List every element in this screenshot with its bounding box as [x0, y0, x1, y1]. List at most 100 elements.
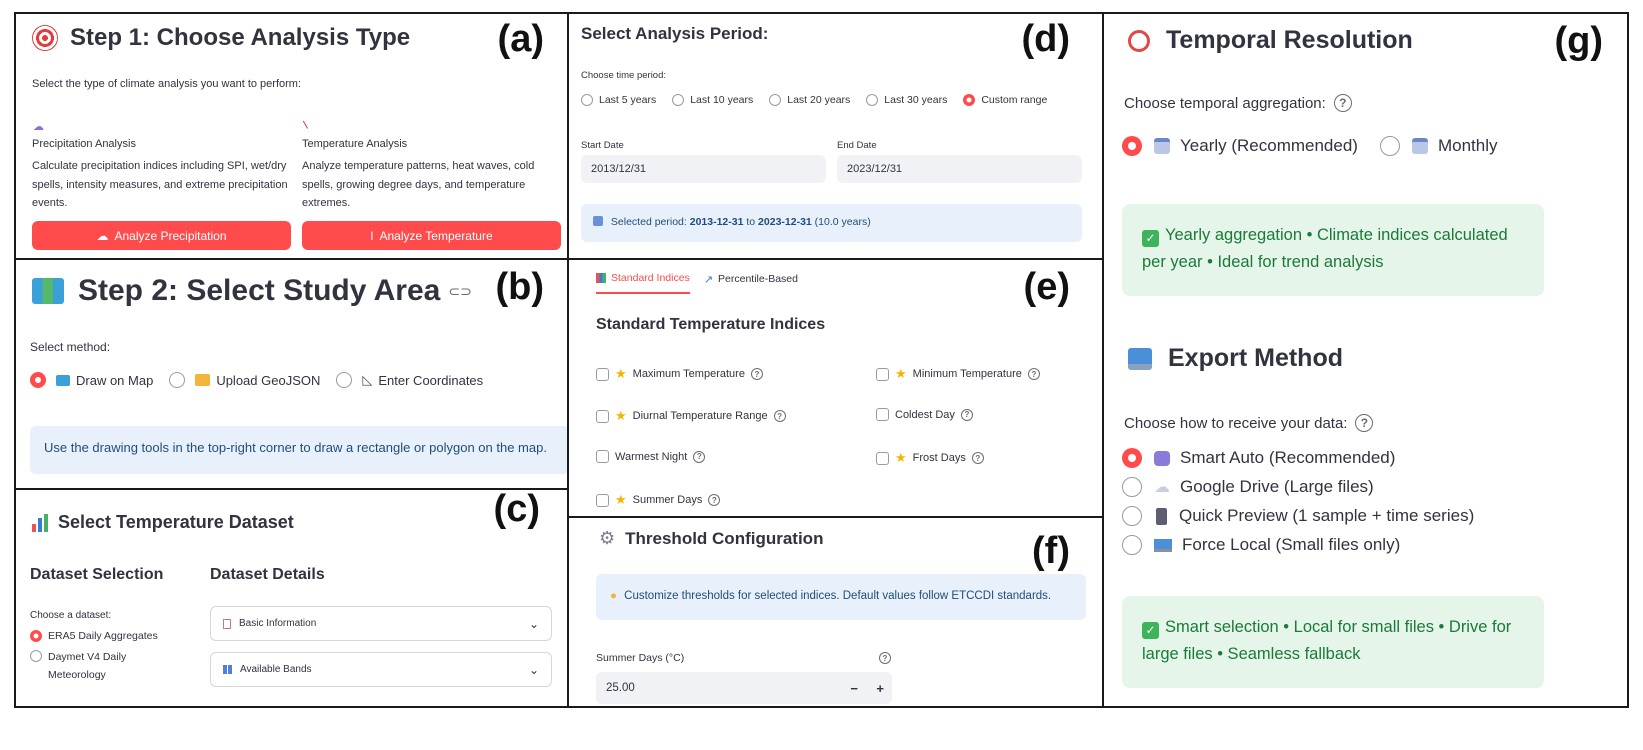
- temp-title: Temperature Analysis: [302, 138, 408, 150]
- temporal-choose-label: Choose temporal aggregation:: [1124, 94, 1326, 112]
- available-bands-expander[interactable]: Available Bands ⌄: [210, 652, 552, 687]
- radio-quick-preview[interactable]: [1122, 506, 1142, 526]
- radio-enter-coordinates[interactable]: [336, 372, 353, 388]
- export-option-google-drive[interactable]: ☁ Google Drive (Large files): [1122, 477, 1374, 497]
- export-option-force-local[interactable]: Force Local (Small files only): [1122, 535, 1400, 555]
- summer-days-input[interactable]: 25.00 − +: [596, 672, 892, 704]
- radio-last-20[interactable]: [769, 94, 782, 106]
- temporal-success-box: ✓ Yearly aggregation • Climate indices ca…: [1122, 204, 1544, 296]
- dataset-option-daymet[interactable]: Daymet V4 Daily Meteorology: [30, 648, 148, 684]
- start-date-input[interactable]: 2013/12/31: [581, 155, 826, 183]
- panel-indices: Standard Indices ↗ Percentile-Based (e) …: [567, 258, 1104, 518]
- dataset-option-era5[interactable]: ERA5 Daily Aggregates: [30, 630, 158, 642]
- radio-force-local[interactable]: [1122, 535, 1142, 555]
- chart-icon: [596, 273, 606, 283]
- panel-step1: Step 1: Choose Analysis Type (a) Select …: [14, 12, 570, 260]
- method-label: Select method:: [30, 340, 111, 354]
- basic-information-expander[interactable]: Basic Information ⌄: [210, 606, 552, 641]
- radio-smart-auto[interactable]: [1122, 448, 1142, 468]
- chevron-down-icon: ⌄: [528, 616, 539, 631]
- cloud-icon: ☁: [1154, 479, 1170, 496]
- radio-yearly[interactable]: [1122, 136, 1142, 156]
- option-force-local: Force Local (Small files only): [1182, 535, 1401, 554]
- help-icon[interactable]: ?: [750, 368, 763, 380]
- grid-icon: [223, 665, 232, 674]
- precip-desc: Calculate precipitation indices includin…: [32, 160, 288, 209]
- index-maximum-temperature[interactable]: ★ Maximum Temperature ?: [596, 366, 763, 382]
- analyze-temperature-button[interactable]: ǀ Analyze Temperature: [302, 221, 561, 250]
- option-google-drive: Google Drive (Large files): [1180, 477, 1374, 496]
- radio-google-drive[interactable]: [1122, 477, 1142, 497]
- help-icon[interactable]: ?: [879, 652, 891, 664]
- radio-daymet[interactable]: [30, 650, 42, 662]
- help-icon[interactable]: ?: [971, 452, 984, 464]
- temporal-info-text: Yearly aggregation • Climate indices cal…: [1142, 226, 1508, 271]
- help-icon[interactable]: ?: [773, 410, 786, 422]
- phone-icon: [1156, 507, 1167, 525]
- summer-days-field-label: Summer Days (°C): [596, 652, 685, 664]
- help-icon[interactable]: ?: [708, 494, 721, 506]
- star-icon: ★: [615, 492, 627, 507]
- temporal-choose-row: Choose temporal aggregation: ?: [1124, 94, 1352, 112]
- index-warmest-night[interactable]: Warmest Night ?: [596, 450, 706, 463]
- analyze-precipitation-button[interactable]: ☁ Analyze Precipitation: [32, 221, 291, 250]
- clipboard-icon: [223, 618, 231, 629]
- checkbox-minimum-temperature[interactable]: [876, 367, 889, 381]
- decrement-button[interactable]: −: [850, 680, 858, 696]
- radio-last-30[interactable]: [866, 94, 879, 106]
- period-info-end: 2023-12-31: [758, 216, 812, 228]
- bar-chart-icon: [32, 513, 48, 532]
- panel-threshold: ⚙ Threshold Configuration (f) ● Customiz…: [567, 516, 1104, 708]
- checkbox-maximum-temperature[interactable]: [596, 367, 609, 381]
- radio-last-10[interactable]: [672, 94, 685, 106]
- selected-period-info: Selected period: 2013-12-31 to 2023-12-3…: [581, 204, 1082, 242]
- help-icon[interactable]: ?: [693, 450, 706, 463]
- radio-draw-on-map[interactable]: [30, 372, 46, 388]
- option-smart-auto: Smart Auto (Recommended): [1180, 448, 1396, 467]
- help-icon[interactable]: ?: [1355, 414, 1374, 432]
- tab-standard-indices[interactable]: Standard Indices: [596, 272, 690, 294]
- checkbox-summer-days[interactable]: [596, 493, 609, 507]
- period-title: Select Analysis Period:: [581, 24, 769, 43]
- index-minimum-temperature[interactable]: ★ Minimum Temperature ?: [876, 366, 1040, 382]
- index-frost-days[interactable]: ★ Frost Days ?: [876, 450, 984, 466]
- threshold-info-box: ● Customize thresholds for selected indi…: [596, 574, 1086, 620]
- help-icon[interactable]: ?: [1333, 94, 1352, 112]
- label-warmest-night: Warmest Night: [615, 450, 688, 463]
- map-icon: [32, 278, 64, 304]
- index-summer-days[interactable]: ★ Summer Days ?: [596, 492, 721, 508]
- option-last-10: Last 10 years: [690, 94, 754, 106]
- step1-title: Step 1: Choose Analysis Type: [70, 24, 411, 51]
- index-coldest-day[interactable]: Coldest Day ?: [876, 408, 973, 421]
- indices-tabs: Standard Indices ↗ Percentile-Based: [596, 272, 798, 294]
- basic-information-label: Basic Information: [239, 618, 317, 629]
- radio-monthly[interactable]: [1379, 136, 1400, 156]
- checkbox-coldest-day[interactable]: [876, 408, 889, 421]
- radio-era5[interactable]: [30, 630, 42, 642]
- increment-button[interactable]: +: [876, 680, 884, 696]
- checkbox-frost-days[interactable]: [876, 451, 889, 465]
- end-date-input[interactable]: 2023/12/31: [837, 155, 1082, 183]
- radio-last-5[interactable]: [581, 94, 593, 106]
- tab-percentile-based[interactable]: ↗ Percentile-Based: [704, 273, 798, 294]
- end-date-label: End Date: [837, 140, 877, 151]
- checkbox-diurnal-range[interactable]: [596, 409, 609, 423]
- temporal-header: Temporal Resolution: [1128, 26, 1413, 55]
- export-option-smart-auto[interactable]: Smart Auto (Recommended): [1122, 448, 1395, 468]
- help-icon[interactable]: ?: [960, 408, 973, 421]
- lightbulb-icon: ●: [610, 590, 617, 602]
- option-last-30: Last 30 years: [884, 94, 948, 106]
- calendar-icon: [1154, 138, 1170, 154]
- rain-cloud-icon: ☁: [33, 121, 44, 133]
- help-icon[interactable]: ?: [1027, 368, 1040, 380]
- folder-icon: [195, 374, 211, 386]
- export-option-quick-preview[interactable]: Quick Preview (1 sample + time series): [1122, 506, 1474, 526]
- radio-upload-geojson[interactable]: [169, 372, 186, 388]
- panel-label-a: (a): [497, 18, 544, 60]
- dataset-details-header: Dataset Details: [210, 566, 325, 583]
- index-diurnal-range[interactable]: ★ Diurnal Temperature Range ?: [596, 408, 786, 424]
- draw-info-text: Use the drawing tools in the top-right c…: [44, 440, 547, 455]
- threshold-title: Threshold Configuration: [625, 528, 824, 548]
- checkbox-warmest-night[interactable]: [596, 450, 609, 463]
- radio-custom-range[interactable]: [963, 94, 976, 106]
